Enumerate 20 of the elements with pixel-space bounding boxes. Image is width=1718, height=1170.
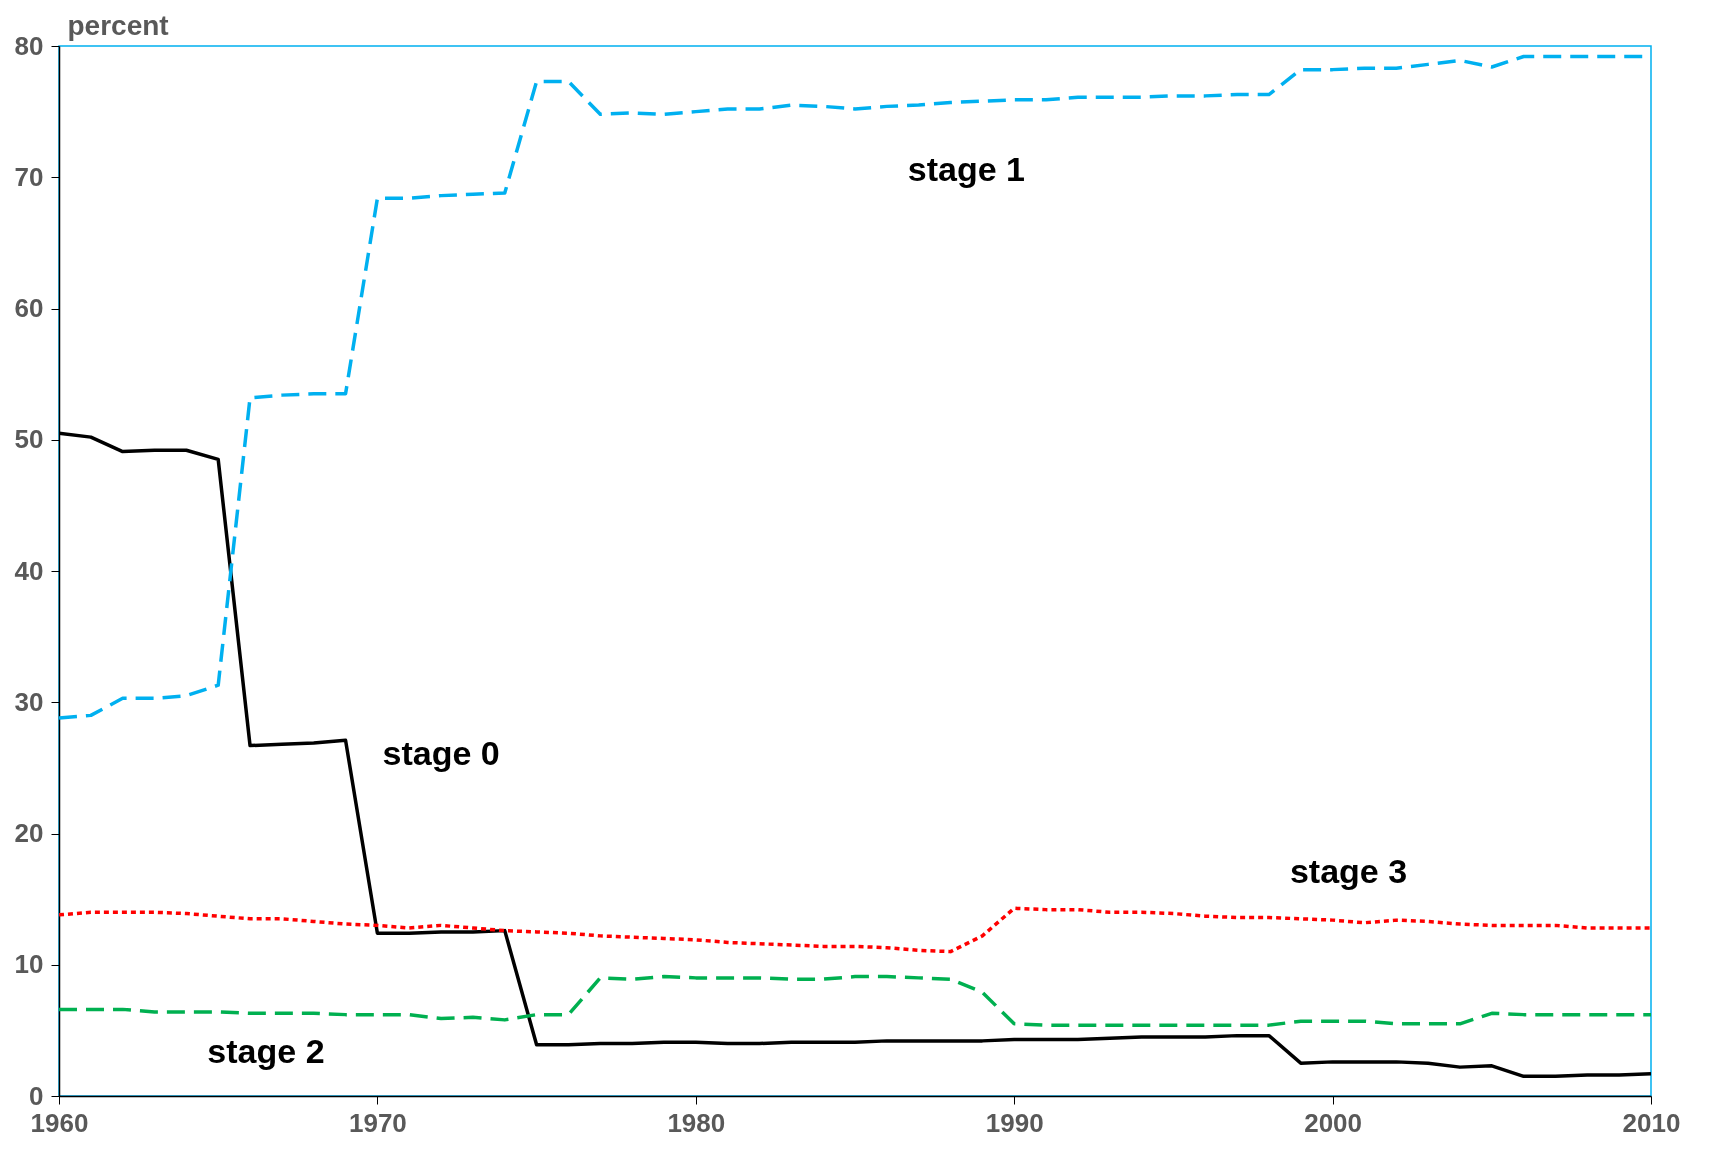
x-tick-label: 1990 [985, 1107, 1044, 1138]
y-tick-label: 60 [14, 293, 44, 323]
x-tick-label: 1980 [667, 1107, 726, 1138]
line-series [59, 974, 1651, 1027]
x-tick-label: 2010 [1622, 1107, 1681, 1138]
y-tick-label: 70 [14, 161, 44, 192]
x-tick-label: 2000 [1304, 1107, 1363, 1138]
series-label: stage 0 [382, 733, 500, 772]
y-tick-label: 30 [14, 686, 44, 717]
series-label: stage 1 [907, 149, 1026, 188]
y-axis-title: percent [67, 9, 169, 41]
y-tick-label: 50 [14, 424, 44, 455]
series-label: stage 3 [1289, 851, 1408, 890]
y-tick-label: 20 [14, 818, 44, 848]
series-label: stage 2 [207, 1031, 325, 1070]
y-tick-label: 40 [14, 555, 44, 586]
line-series [59, 906, 1651, 954]
x-tick-label: 1970 [348, 1107, 407, 1138]
y-tick-label: 80 [14, 30, 44, 61]
y-tick-label: 10 [14, 949, 44, 980]
